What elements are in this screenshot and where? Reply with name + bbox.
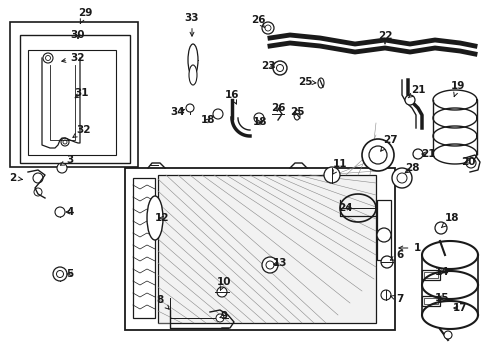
Circle shape bbox=[376, 228, 390, 242]
Circle shape bbox=[404, 95, 414, 105]
Circle shape bbox=[272, 61, 286, 75]
Circle shape bbox=[253, 113, 264, 123]
Circle shape bbox=[276, 64, 283, 72]
Circle shape bbox=[262, 257, 278, 273]
Text: 14: 14 bbox=[434, 267, 448, 277]
Circle shape bbox=[33, 173, 43, 183]
Circle shape bbox=[213, 109, 223, 119]
Ellipse shape bbox=[189, 65, 197, 85]
Bar bbox=[10, 22, 138, 167]
Text: 28: 28 bbox=[404, 163, 418, 173]
Circle shape bbox=[45, 55, 50, 60]
Circle shape bbox=[185, 104, 194, 112]
Circle shape bbox=[262, 22, 273, 34]
Text: 12: 12 bbox=[154, 213, 169, 223]
Text: 10: 10 bbox=[216, 277, 231, 290]
Circle shape bbox=[34, 188, 42, 196]
Text: 4: 4 bbox=[66, 207, 74, 217]
Circle shape bbox=[53, 267, 67, 281]
Text: 3: 3 bbox=[60, 155, 74, 165]
Text: 2: 2 bbox=[9, 173, 22, 183]
Circle shape bbox=[43, 53, 53, 63]
Text: 23: 23 bbox=[260, 61, 275, 71]
Circle shape bbox=[265, 261, 273, 269]
Text: 27: 27 bbox=[380, 135, 397, 151]
Bar bbox=[421, 296, 439, 306]
Bar bbox=[28, 50, 116, 155]
Text: 32: 32 bbox=[61, 53, 85, 63]
Text: 25: 25 bbox=[289, 107, 304, 117]
Text: 33: 33 bbox=[184, 13, 199, 36]
Circle shape bbox=[380, 256, 392, 268]
Text: 16: 16 bbox=[224, 90, 239, 104]
Text: 34: 34 bbox=[170, 107, 185, 117]
Circle shape bbox=[434, 222, 446, 234]
Circle shape bbox=[63, 140, 67, 144]
Bar bbox=[125, 168, 394, 330]
Text: 18: 18 bbox=[441, 213, 458, 228]
Text: 18: 18 bbox=[252, 117, 267, 127]
Ellipse shape bbox=[293, 110, 299, 120]
Circle shape bbox=[216, 314, 224, 322]
Bar bbox=[423, 272, 437, 278]
Text: 30: 30 bbox=[71, 30, 85, 40]
Circle shape bbox=[217, 287, 226, 297]
Text: 19: 19 bbox=[450, 81, 464, 96]
Text: 13: 13 bbox=[272, 258, 286, 268]
Text: 17: 17 bbox=[452, 303, 467, 313]
Circle shape bbox=[361, 139, 393, 171]
Bar bbox=[421, 270, 439, 280]
Circle shape bbox=[443, 331, 451, 339]
Circle shape bbox=[57, 163, 67, 173]
Circle shape bbox=[412, 149, 422, 159]
Text: 11: 11 bbox=[332, 159, 346, 174]
Circle shape bbox=[264, 25, 270, 31]
Text: 31: 31 bbox=[75, 88, 89, 98]
Text: 21: 21 bbox=[407, 85, 425, 98]
Text: 5: 5 bbox=[66, 269, 74, 279]
Circle shape bbox=[465, 158, 475, 168]
Text: 24: 24 bbox=[337, 203, 351, 213]
Text: 25: 25 bbox=[297, 77, 315, 87]
Text: 8: 8 bbox=[156, 295, 169, 309]
Text: 15: 15 bbox=[434, 293, 448, 303]
Text: 7: 7 bbox=[390, 294, 403, 304]
Circle shape bbox=[324, 167, 339, 183]
Bar bbox=[133, 178, 155, 318]
Circle shape bbox=[57, 270, 63, 278]
Text: 20: 20 bbox=[460, 157, 474, 167]
Text: 1: 1 bbox=[398, 243, 420, 253]
Bar bbox=[376, 200, 390, 260]
Circle shape bbox=[391, 168, 411, 188]
Bar bbox=[423, 298, 437, 304]
Circle shape bbox=[396, 173, 406, 183]
Ellipse shape bbox=[187, 44, 198, 76]
Text: 18: 18 bbox=[201, 115, 215, 125]
Text: 9: 9 bbox=[220, 311, 227, 321]
Text: 26: 26 bbox=[250, 15, 264, 28]
Ellipse shape bbox=[147, 196, 163, 240]
Bar bbox=[20, 35, 130, 163]
Text: 6: 6 bbox=[389, 250, 403, 260]
Text: 21: 21 bbox=[420, 149, 434, 159]
Ellipse shape bbox=[317, 78, 324, 88]
Text: 22: 22 bbox=[377, 31, 391, 44]
Text: 32: 32 bbox=[73, 125, 91, 138]
Circle shape bbox=[380, 290, 390, 300]
Text: 29: 29 bbox=[78, 8, 92, 23]
Bar bbox=[158, 175, 375, 323]
Circle shape bbox=[55, 207, 65, 217]
Circle shape bbox=[368, 146, 386, 164]
Circle shape bbox=[61, 138, 69, 146]
Text: 26: 26 bbox=[270, 103, 285, 113]
